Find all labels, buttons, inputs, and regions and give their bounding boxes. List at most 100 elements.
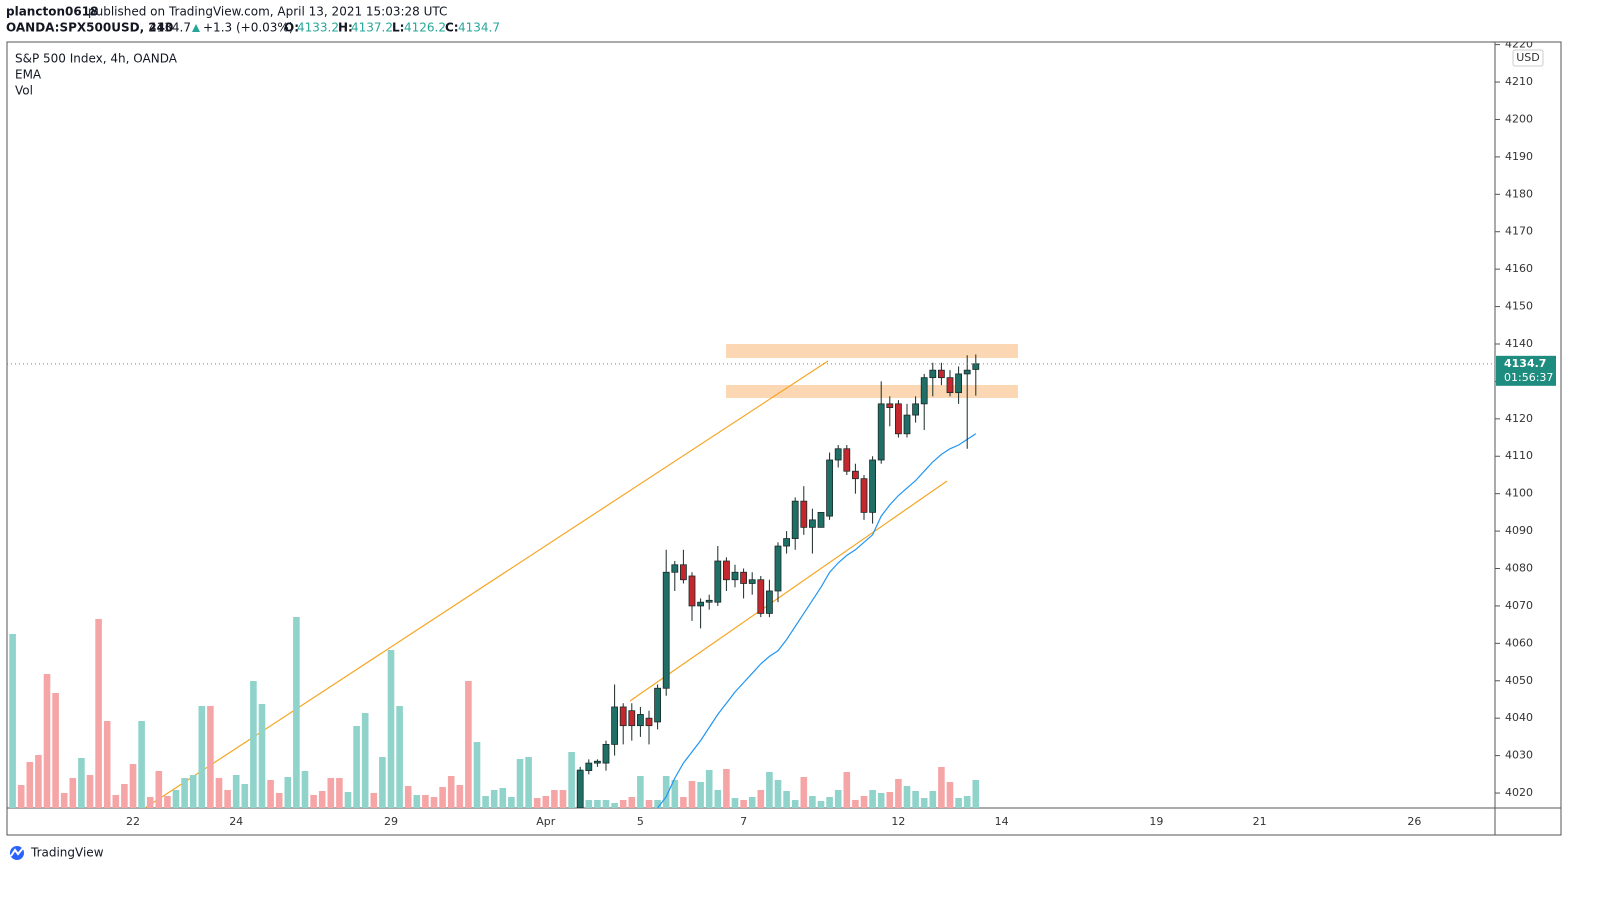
y-tick-label: 4200: [1505, 112, 1533, 125]
volume-bar: [241, 784, 249, 808]
symbol: OANDA:SPX500USD, 240: [6, 21, 173, 35]
volume-bar: [783, 791, 790, 808]
volume-bar: [189, 775, 197, 808]
logo-glyph: [10, 847, 24, 857]
candle-body: [912, 403, 919, 416]
candle-body: [602, 743, 610, 764]
candle-body: [895, 403, 902, 435]
volume-bar: [52, 693, 59, 808]
published: published on TradingView.com, April 13, …: [88, 5, 447, 19]
volume-bar: [103, 721, 111, 808]
volume-bar: [688, 781, 696, 808]
candle-body: [886, 403, 894, 408]
x-tick-label: 7: [740, 815, 747, 828]
support-zone: [726, 385, 1018, 398]
price-tag-value: 4134.7: [1504, 357, 1546, 370]
candle-body: [594, 760, 601, 764]
x-tick-label: 5: [637, 815, 644, 828]
candle-body: [972, 363, 980, 370]
volume-bar: [353, 726, 360, 808]
candle-body: [903, 414, 911, 435]
volume-bar: [430, 797, 438, 808]
volume-bar: [60, 793, 68, 808]
currency: USD: [1516, 51, 1540, 64]
volume-bar: [508, 797, 515, 808]
low-value: 4126.2: [404, 21, 446, 35]
volume-bar: [275, 793, 283, 808]
legend-vol: Vol: [15, 84, 33, 98]
volume-bar: [413, 795, 421, 808]
candle-body: [748, 579, 756, 584]
volume-bar: [817, 801, 825, 808]
volume-bar: [731, 798, 739, 808]
volume-bar: [946, 782, 954, 808]
candle-body: [654, 687, 661, 723]
candle-body: [637, 714, 644, 727]
volume-bar: [26, 762, 34, 808]
volume-bar: [155, 771, 163, 808]
candle-body: [662, 571, 670, 689]
volume-bar: [465, 681, 472, 808]
volume-bar: [422, 795, 429, 808]
legend-ema: EMA: [15, 68, 42, 82]
up-arrow: [192, 24, 200, 32]
trend-line: [629, 480, 948, 702]
volume-bar: [551, 790, 558, 808]
x-tick-label: 21: [1253, 815, 1267, 828]
open-value: 4133.2: [297, 21, 339, 35]
close-value: 4134.7: [458, 21, 500, 35]
volume-bar: [791, 800, 799, 808]
volume-bar: [121, 784, 128, 808]
candle-body: [869, 459, 876, 513]
volume-bar: [69, 778, 77, 808]
candle-body: [783, 538, 790, 547]
candle-body: [731, 571, 739, 581]
volume-bar: [499, 788, 507, 808]
volume-bar: [912, 791, 919, 808]
candle-body: [740, 571, 747, 584]
volume-bar: [662, 776, 670, 808]
candle-body: [834, 448, 842, 461]
volume-bar: [525, 757, 532, 808]
legend-main: S&P 500 Index, 4h, OANDA: [15, 52, 178, 66]
candle-body: [680, 564, 687, 581]
volume-bar: [207, 706, 214, 808]
volume-bar: [774, 780, 782, 808]
volume-bar: [379, 757, 386, 808]
volume-bar: [9, 634, 16, 808]
volume-bar: [447, 776, 455, 808]
volume-bar: [809, 796, 816, 808]
volume-bar: [877, 793, 885, 808]
volume-bar: [473, 742, 481, 808]
volume-bar: [938, 767, 945, 808]
y-tick-label: 4170: [1505, 225, 1533, 238]
volume-bar: [43, 674, 51, 808]
volume-bar: [740, 800, 747, 808]
volume-bar: [611, 803, 618, 808]
volume-bar: [843, 772, 851, 808]
volume-bar: [533, 798, 541, 808]
y-tick-label: 4180: [1505, 187, 1533, 200]
x-tick-label: 22: [126, 815, 140, 828]
candle-body: [929, 369, 937, 379]
volume-bar: [95, 619, 102, 808]
volume-bar: [559, 790, 567, 808]
volume-bar: [361, 713, 369, 808]
candle-body: [688, 575, 696, 607]
high-value: 4137.2: [351, 21, 393, 35]
volume-bar: [78, 758, 85, 808]
plot-area: [9, 344, 1018, 808]
candle-body: [860, 478, 868, 513]
candle-body: [955, 373, 962, 394]
volume-bar: [637, 776, 644, 808]
volume-bar: [112, 795, 120, 808]
volume-bar: [886, 792, 894, 808]
y-tick-label: 4070: [1505, 599, 1533, 612]
volume-bar: [396, 706, 403, 808]
y-tick-label: 4060: [1505, 636, 1533, 649]
price-axis: 4020 4030 4040 4050 4060 4070 4080 4090 4100 4110…: [1495, 42, 1533, 799]
h-label: H:: [338, 21, 353, 35]
y-tick-label: 4100: [1505, 487, 1533, 500]
volume-bar: [439, 787, 446, 808]
